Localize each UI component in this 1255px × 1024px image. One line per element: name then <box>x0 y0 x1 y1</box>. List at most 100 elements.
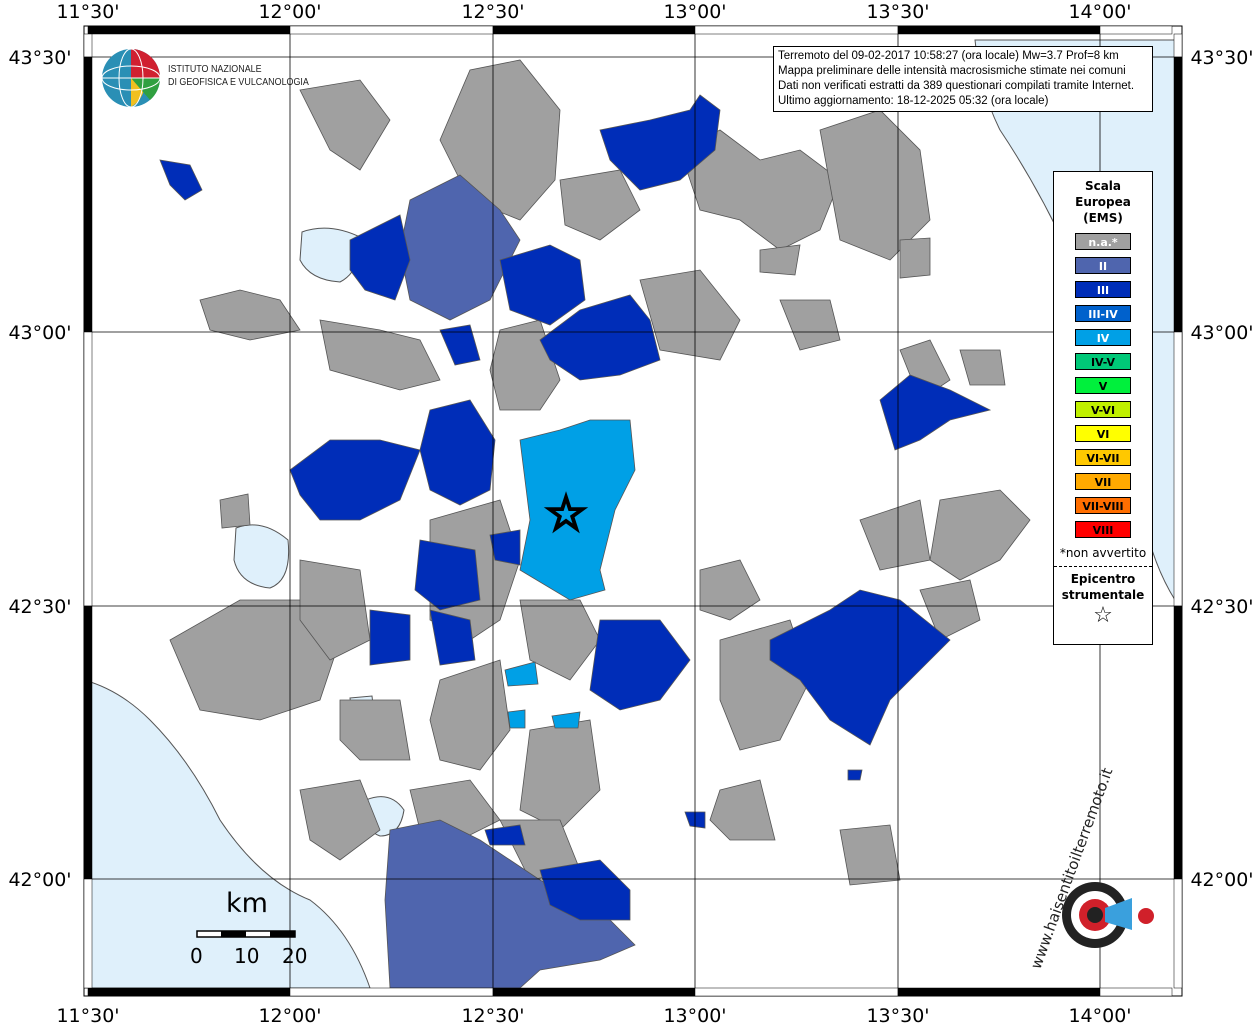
legend-swatch: III <box>1075 281 1131 298</box>
longitude-label: 13°30' <box>866 1 929 23</box>
info-line: Terremoto del 09-02-2017 10:58:27 (ora l… <box>778 50 1119 62</box>
longitude-label: 14°00' <box>1068 1005 1131 1024</box>
municipality-III <box>769 589 951 746</box>
municipality-III <box>599 94 721 191</box>
municipality-na <box>859 499 931 571</box>
municipality-na <box>299 779 381 861</box>
municipality-III <box>589 619 691 711</box>
municipality-IV <box>551 711 581 729</box>
municipality-na <box>929 489 1031 581</box>
municipality-IV <box>507 709 526 729</box>
municipality-III <box>439 324 481 366</box>
legend-swatch: IV-V <box>1075 353 1131 370</box>
latitude-label: 42°00' <box>8 869 71 891</box>
municipality-na <box>299 79 391 171</box>
municipality-IV <box>519 419 636 601</box>
municipality-II <box>384 819 636 989</box>
scale-tick: 0 <box>190 944 203 968</box>
municipality-na <box>779 299 841 351</box>
longitude-label: 13°00' <box>663 1 726 23</box>
municipality-III <box>429 609 476 666</box>
scale-unit: km <box>226 888 268 919</box>
legend-swatch: V-VI <box>1075 401 1131 418</box>
municipality-na <box>919 579 981 641</box>
longitude-label: 11°30' <box>56 1005 119 1024</box>
legend-divider <box>1054 566 1152 567</box>
longitude-label: 14°00' <box>1068 1 1131 23</box>
municipality-III <box>539 859 631 921</box>
municipality-III <box>414 539 481 611</box>
haisentito-logo <box>1062 882 1154 948</box>
latitude-label: 42°00' <box>1190 869 1253 891</box>
municipality-III <box>879 374 992 451</box>
latitude-label: 42°30' <box>8 596 71 618</box>
municipality-III <box>289 439 421 521</box>
legend-swatch: VII-VIII <box>1075 497 1131 514</box>
longitude-label: 13°30' <box>866 1005 929 1024</box>
legend: Scala Europea (EMS) n.a.* II III III-IV IV IV-V… <box>1053 171 1153 645</box>
legend-swatch: VI <box>1075 425 1131 442</box>
legend-swatch: VIII <box>1075 521 1131 538</box>
municipality-III <box>419 399 496 506</box>
legend-swatch: III-IV <box>1075 305 1131 322</box>
latitude-label: 43°30' <box>1190 47 1253 69</box>
legend-title: Scala Europea (EMS) <box>1075 179 1131 225</box>
legend-note: *non avvertito <box>1059 546 1147 560</box>
scale-bar <box>196 930 296 938</box>
info-line: Dati non verificati estratti da 389 ques… <box>778 80 1135 92</box>
municipality-na <box>759 244 801 276</box>
info-line: Ultimo aggiornamento: 18-12-2025 05:32 (… <box>778 95 1049 107</box>
latitude-label: 43°00' <box>8 322 71 344</box>
latitude-label: 42°30' <box>1190 596 1253 618</box>
longitude-label: 12°00' <box>258 1005 321 1024</box>
municipality-III <box>539 294 661 381</box>
lake-bolsena <box>233 524 290 589</box>
municipality-na <box>679 129 841 251</box>
municipality-na <box>639 269 741 361</box>
municipality-na <box>959 349 1006 386</box>
municipality-na <box>169 599 341 721</box>
latitude-label: 43°00' <box>1190 322 1253 344</box>
municipality-na <box>199 289 301 341</box>
municipality-na <box>299 559 371 661</box>
municipality-IV <box>504 661 539 687</box>
longitude-label: 12°30' <box>461 1 524 23</box>
municipality-na <box>819 109 931 261</box>
legend-swatch: II <box>1075 257 1131 274</box>
municipality-III <box>847 769 863 781</box>
municipality-III <box>349 214 411 301</box>
municipality-na <box>219 493 251 529</box>
scale-tick: 10 <box>234 944 260 968</box>
municipality-III <box>484 824 526 846</box>
municipality-na <box>899 237 931 279</box>
ingv-name: ISTITUTO NAZIONALE DI GEOFISICA E VULCANO… <box>168 63 309 88</box>
longitude-label: 12°00' <box>258 1 321 23</box>
epicenter-star-icon: ☆ <box>544 486 587 542</box>
legend-swatch: IV <box>1075 329 1131 346</box>
municipality-na <box>839 824 901 886</box>
municipality-III <box>159 159 203 201</box>
longitude-label: 13°00' <box>663 1005 726 1024</box>
municipality-III <box>369 609 411 666</box>
info-line: Mappa preliminare delle intensità macros… <box>778 65 1126 77</box>
municipality-na <box>339 699 411 761</box>
sea-tyrrhenian <box>83 679 371 989</box>
scale-tick: 20 <box>282 944 308 968</box>
longitude-label: 11°30' <box>56 1 119 23</box>
municipality-na <box>319 319 441 391</box>
municipality-III <box>499 244 586 326</box>
epicenter-legend-star-icon: ☆ <box>1093 603 1113 628</box>
municipality-na <box>519 719 601 831</box>
municipality-na <box>559 169 641 241</box>
municipality-na <box>709 779 776 841</box>
municipality-na <box>699 559 761 621</box>
longitude-label: 12°30' <box>461 1005 524 1024</box>
info-box: Terremoto del 09-02-2017 10:58:27 (ora l… <box>773 46 1153 112</box>
latitude-label: 43°30' <box>8 47 71 69</box>
legend-swatch: VII <box>1075 473 1131 490</box>
legend-swatch: V <box>1075 377 1131 394</box>
municipality-na <box>429 659 511 771</box>
legend-swatch: VI-VII <box>1075 449 1131 466</box>
